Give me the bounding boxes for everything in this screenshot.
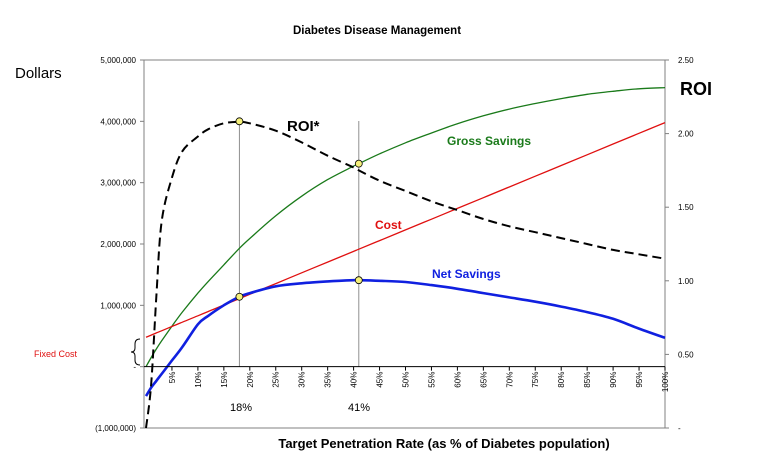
left-tick-label: 4,000,000	[100, 117, 136, 126]
series-label-cost: Cost	[375, 218, 402, 232]
x-tick-label: 95%	[635, 372, 644, 388]
x-axis-label: Target Penetration Rate (as % of Diabete…	[278, 436, 609, 451]
marker-label-41: 41%	[348, 402, 370, 414]
right-axis-ticks: - 0.50 1.00 1.50 2.00 2.50	[665, 56, 694, 433]
x-tick-label: 30%	[298, 372, 307, 388]
highlight-marker	[354, 276, 363, 285]
left-tick-label: 5,000,000	[100, 56, 136, 65]
series-lines	[144, 86, 666, 429]
highlight-marker	[235, 292, 244, 301]
series-label-net-savings: Net Savings	[432, 267, 501, 281]
x-tick-label: 70%	[505, 372, 514, 388]
left-axis-ticks: (1,000,000) - 1,000,000 2,000,000 3,000,000 4…	[95, 56, 144, 433]
x-tick-label: 60%	[453, 372, 462, 388]
series-line-roi	[145, 120, 666, 429]
fixed-cost-label: Fixed Cost	[34, 349, 78, 359]
x-axis-ticks: 5% 10% 15% 20% 25% 30% 35% 40% 45% 50% 55% 60% 65% 70…	[168, 366, 670, 392]
x-tick-label: 55%	[427, 372, 436, 388]
marker-label-18: 18%	[230, 402, 252, 414]
left-tick-label: 3,000,000	[100, 179, 136, 188]
x-tick-label: 25%	[272, 372, 281, 388]
left-tick-label: 1,000,000	[100, 301, 136, 310]
chart-title: Diabetes Disease Management	[293, 25, 461, 37]
x-tick-label: 75%	[531, 372, 540, 388]
right-tick-label: -	[678, 424, 681, 433]
x-tick-label: 100%	[661, 372, 670, 392]
reference-lines	[238, 121, 360, 367]
highlight-markers	[235, 117, 363, 301]
highlight-marker	[354, 159, 363, 168]
series-line-cost	[145, 121, 666, 338]
x-tick-label: 90%	[609, 372, 618, 388]
series-label-roi: ROI*	[287, 118, 320, 135]
x-tick-label: 45%	[376, 372, 385, 388]
x-tick-label: 10%	[194, 372, 203, 388]
x-tick-label: 15%	[220, 372, 229, 388]
series-line-gross-savings	[145, 86, 666, 368]
x-tick-label: 80%	[557, 372, 566, 388]
x-tick-label: 85%	[583, 372, 592, 388]
right-tick-label: 1.00	[678, 277, 694, 286]
x-tick-label: 20%	[246, 372, 255, 388]
right-tick-label: 2.50	[678, 56, 694, 65]
series-label-gross-savings: Gross Savings	[447, 134, 531, 148]
x-tick-label: 50%	[402, 372, 411, 388]
x-tick-label: 65%	[479, 372, 488, 388]
y-axis-label-left: Dollars	[15, 65, 62, 82]
fixed-cost-annotation: Fixed Cost	[34, 338, 141, 366]
x-tick-label: 5%	[168, 372, 177, 384]
left-tick-label: 2,000,000	[100, 240, 136, 249]
right-tick-label: 0.50	[678, 350, 694, 359]
x-tick-label: 35%	[324, 372, 333, 388]
left-tick-label: -	[133, 363, 136, 372]
series-line-net-savings	[144, 278, 666, 397]
fixed-cost-brace	[130, 338, 141, 366]
right-tick-label: 1.50	[678, 203, 694, 212]
y-axis-label-right: ROI	[680, 79, 712, 99]
x-tick-label: 40%	[350, 372, 359, 388]
right-tick-label: 2.00	[678, 130, 694, 139]
highlight-marker	[235, 117, 244, 126]
left-tick-label: (1,000,000)	[95, 424, 136, 433]
